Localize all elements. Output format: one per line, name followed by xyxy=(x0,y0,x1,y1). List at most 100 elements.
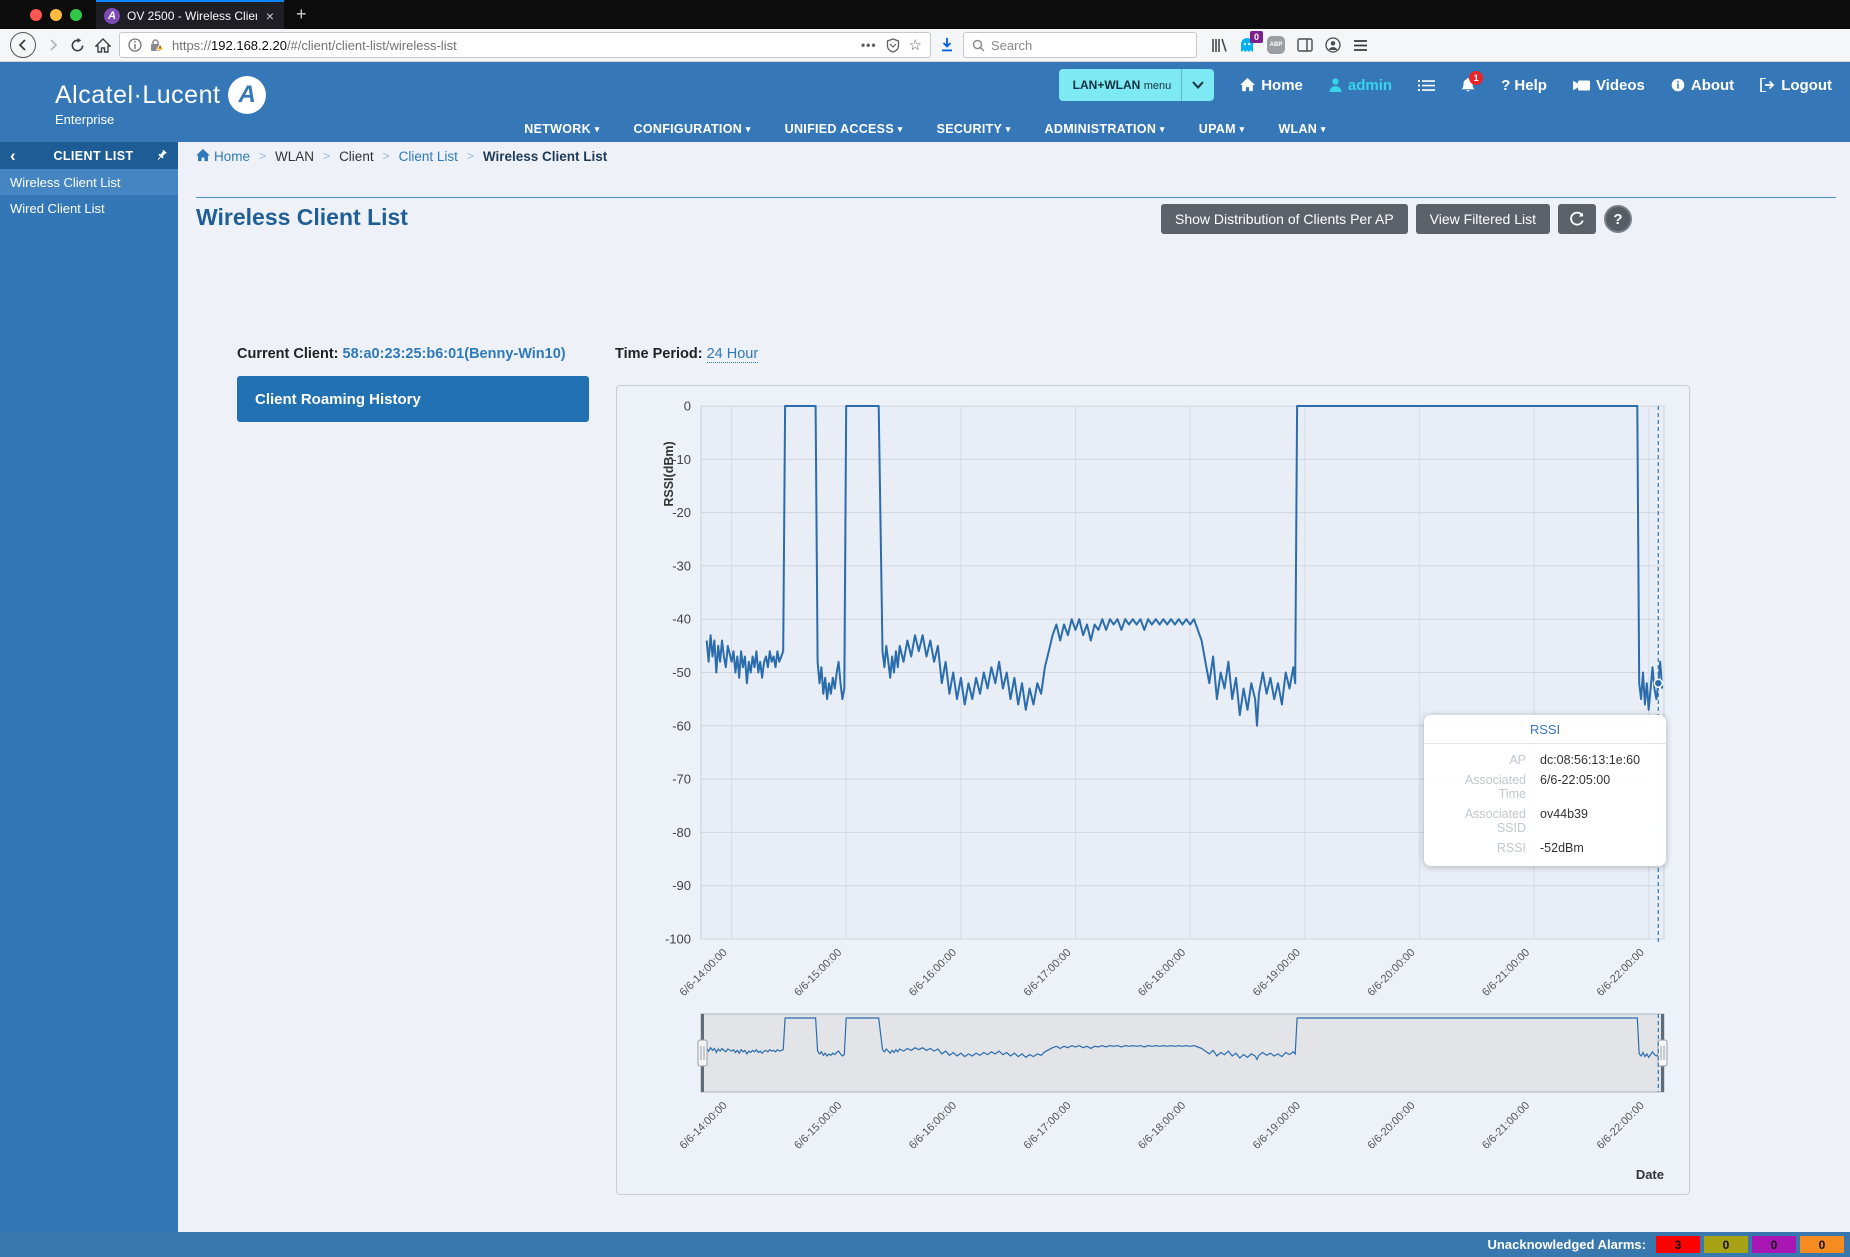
lan-wlan-menu-switch[interactable]: LAN+WLAN menu xyxy=(1059,69,1215,101)
tooltip-row: APdc:08:56:13:1e:60 xyxy=(1424,750,1666,770)
lock-warning-icon[interactable] xyxy=(149,38,165,53)
menu-unified-access[interactable]: UNIFIED ACCESS ▾ xyxy=(785,122,903,136)
search-input[interactable]: Search xyxy=(963,32,1197,58)
x-axis-tick-label: 6/6-16:00:00 xyxy=(907,947,959,999)
extension-icons: 0 ABP xyxy=(1211,36,1368,54)
caret-down-icon: ▾ xyxy=(1160,124,1165,134)
url-text[interactable]: https://192.168.2.20/#/client/client-lis… xyxy=(172,38,854,53)
tooltip-row: Associated Time6/6-22:05:00 xyxy=(1424,770,1666,804)
new-tab-button[interactable]: + xyxy=(284,0,319,29)
tooltip-row: Associated SSIDov44b39 xyxy=(1424,804,1666,838)
admin-user-link[interactable]: admin xyxy=(1329,77,1392,94)
home-link[interactable]: Home xyxy=(1240,77,1303,94)
page-title: Wireless Client List xyxy=(196,204,408,231)
menu-administration[interactable]: ADMINISTRATION ▾ xyxy=(1045,122,1165,136)
home-icon[interactable] xyxy=(95,38,111,53)
maximize-window-button[interactable] xyxy=(70,9,82,21)
sidebar-item-wired-client-list[interactable]: Wired Client List xyxy=(0,195,178,221)
hovered-point-marker[interactable] xyxy=(1654,679,1662,687)
view-filtered-list-button[interactable]: View Filtered List xyxy=(1416,204,1550,234)
y-axis-title: RSSI(dBm) xyxy=(662,441,676,506)
forward-icon[interactable] xyxy=(46,38,60,52)
notifications-bell-icon[interactable]: 1 xyxy=(1461,78,1475,93)
url-bar[interactable]: https://192.168.2.20/#/client/client-lis… xyxy=(119,32,931,58)
home-icon xyxy=(196,149,210,161)
time-period-value[interactable]: 24 Hour xyxy=(707,346,759,363)
breadcrumb-separator: > xyxy=(467,149,474,163)
browser-toolbar: https://192.168.2.20/#/client/client-lis… xyxy=(0,29,1850,62)
client-roaming-history-tab[interactable]: Client Roaming History xyxy=(237,376,589,422)
library-icon[interactable] xyxy=(1211,38,1227,53)
x-axis-title: Date xyxy=(1636,1167,1664,1182)
page-info-icon[interactable] xyxy=(128,38,142,52)
back-icon[interactable] xyxy=(10,32,36,58)
breadcrumb-client-list[interactable]: Client List xyxy=(399,149,458,164)
application-window: A OV 2500 - Wireless Client List × + htt… xyxy=(0,0,1850,1257)
videos-link[interactable]: Videos xyxy=(1573,77,1645,94)
show-distribution-button[interactable]: Show Distribution of Clients Per AP xyxy=(1161,204,1408,234)
pocket-shield-icon[interactable] xyxy=(886,38,900,53)
x-axis-tick-label: 6/6-21:00:00 xyxy=(1480,947,1532,999)
close-window-button[interactable] xyxy=(30,9,42,21)
search-icon xyxy=(972,39,985,52)
alcatel-logo-icon: A xyxy=(228,76,266,114)
alarm-count-badge-0[interactable]: 3 xyxy=(1656,1236,1700,1253)
brand-logo: Alcatel·Lucent A Enterprise xyxy=(55,76,266,127)
logout-link[interactable]: Logout xyxy=(1760,77,1832,94)
breadcrumb-separator: > xyxy=(323,149,330,163)
download-icon[interactable] xyxy=(939,37,955,53)
page-help-button[interactable]: ? xyxy=(1604,205,1632,233)
sidebar-toggle-icon[interactable] xyxy=(1297,38,1313,52)
y-axis-tick-label: -90 xyxy=(672,878,691,893)
pin-icon[interactable] xyxy=(155,149,168,162)
browser-tab[interactable]: A OV 2500 - Wireless Client List × xyxy=(96,0,284,29)
tab-close-icon[interactable]: × xyxy=(264,8,276,24)
chart-tooltip: RSSI APdc:08:56:13:1e:60Associated Time6… xyxy=(1424,715,1666,866)
tooltip-value: 6/6-22:05:00 xyxy=(1540,773,1610,801)
navigator-tick-label: 6/6-14:00:00 xyxy=(678,1100,730,1152)
navigator-handle-right[interactable] xyxy=(1658,1040,1667,1066)
menu-network[interactable]: NETWORK ▾ xyxy=(524,122,599,136)
task-list-icon[interactable] xyxy=(1418,79,1435,92)
adblock-icon[interactable]: ABP xyxy=(1267,36,1285,54)
tooltip-label: AP xyxy=(1436,753,1540,767)
page-actions-icon[interactable]: ••• xyxy=(861,38,877,52)
caret-down-icon: ▾ xyxy=(1240,124,1245,134)
breadcrumb-home[interactable]: Home xyxy=(196,149,250,164)
menu-security[interactable]: SECURITY ▾ xyxy=(937,122,1011,136)
account-icon[interactable] xyxy=(1325,37,1341,53)
menu-upam[interactable]: UPAM ▾ xyxy=(1199,122,1245,136)
caret-down-icon: ▾ xyxy=(746,124,751,134)
current-client-mac[interactable]: 58:a0:23:25:b6:01(Benny-Win10) xyxy=(343,346,566,362)
alarm-count-badge-2[interactable]: 0 xyxy=(1752,1236,1796,1253)
tooltip-label: Associated SSID xyxy=(1436,807,1540,835)
help-link[interactable]: ? Help xyxy=(1501,77,1547,94)
browser-nav-buttons xyxy=(10,32,111,58)
ghostery-icon[interactable]: 0 xyxy=(1239,37,1255,54)
tooltip-label: Associated Time xyxy=(1436,773,1540,801)
about-link[interactable]: About xyxy=(1671,77,1734,94)
x-axis-tick-label: 6/6-19:00:00 xyxy=(1251,947,1303,999)
navigator-tick-label: 6/6-16:00:00 xyxy=(907,1100,959,1152)
sidebar-item-wireless-client-list[interactable]: Wireless Client List xyxy=(0,169,178,195)
app-header: Alcatel·Lucent A Enterprise LAN+WLAN men… xyxy=(0,62,1850,142)
bookmark-star-icon[interactable]: ☆ xyxy=(909,36,922,54)
menu-hamburger-icon[interactable] xyxy=(1353,39,1368,52)
navigator-tick-label: 6/6-22:00:00 xyxy=(1595,1100,1647,1152)
y-axis-tick-label: -30 xyxy=(672,558,691,573)
minimize-window-button[interactable] xyxy=(50,9,62,21)
y-axis-tick-label: -50 xyxy=(672,665,691,680)
rssi-chart-panel: 0-10-20-30-40-50-60-70-80-90-1006/6-14:0… xyxy=(616,385,1690,1195)
navigator-handle-left[interactable] xyxy=(698,1040,707,1066)
refresh-button[interactable] xyxy=(1558,204,1596,234)
sidebar-collapse-icon[interactable]: ‹ xyxy=(10,146,32,166)
menu-configuration[interactable]: CONFIGURATION ▾ xyxy=(634,122,751,136)
sidebar-header: ‹ CLIENT LIST xyxy=(0,142,178,169)
menu-wlan[interactable]: WLAN ▾ xyxy=(1278,122,1325,136)
reload-icon[interactable] xyxy=(70,38,85,53)
alarm-count-badge-1[interactable]: 0 xyxy=(1704,1236,1748,1253)
x-axis-tick-label: 6/6-14:00:00 xyxy=(678,947,730,999)
sidebar: ‹ CLIENT LIST Wireless Client ListWired … xyxy=(0,142,178,1232)
alarm-count-badge-3[interactable]: 0 xyxy=(1800,1236,1844,1253)
chevron-down-icon[interactable] xyxy=(1181,69,1214,101)
